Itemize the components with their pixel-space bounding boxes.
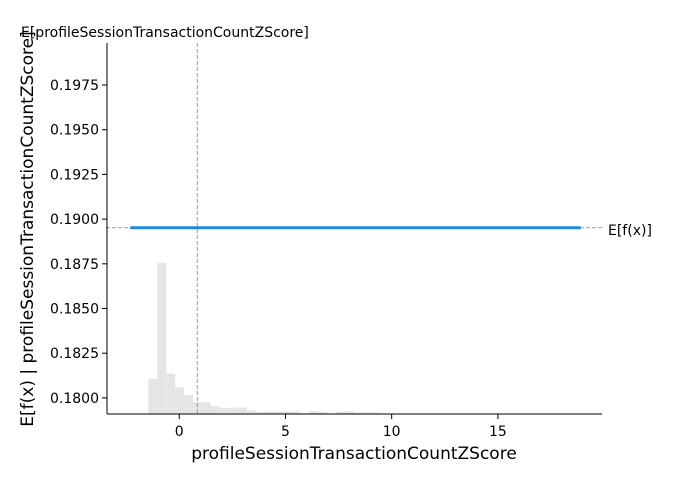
y-tick-label: 0.1825 — [50, 346, 99, 362]
y-ticks: 0.1800 0.1825 0.1850 0.1875 0.1900 0.1925 0.19… — [50, 78, 107, 407]
x-axis-label: profileSessionTransactionCountZScore — [191, 444, 517, 464]
histogram-bar — [353, 412, 363, 414]
histogram-bar — [282, 411, 292, 414]
y-tick-label: 0.1900 — [50, 212, 99, 228]
axes — [106, 43, 602, 415]
histogram-bar — [317, 412, 327, 414]
histogram-bar — [219, 407, 229, 414]
histogram-bar — [264, 411, 274, 414]
histogram-bar — [246, 410, 256, 414]
histogram-bar — [201, 402, 211, 414]
histogram — [148, 262, 381, 414]
y-tick-label: 0.1850 — [50, 302, 99, 318]
histogram-bar — [255, 411, 265, 414]
histogram-bar — [237, 407, 247, 414]
histogram-bar — [335, 411, 345, 414]
y-tick-label: 0.1925 — [50, 167, 99, 183]
x-ticks: 0 5 10 15 — [175, 414, 507, 440]
y-tick-label: 0.1950 — [50, 123, 99, 139]
x-tick-label: 5 — [281, 424, 290, 440]
histogram-bar — [344, 411, 354, 414]
y-axis-label: E[f(x) | profileSessionTransactionCountZ… — [18, 31, 38, 426]
expected-value-label: E[f(x)] — [608, 223, 652, 239]
histogram-bar — [175, 387, 185, 414]
histogram-bar — [184, 395, 194, 414]
histogram-bar — [193, 402, 202, 414]
x-tick-label: 0 — [175, 424, 184, 440]
histogram-bar — [371, 412, 381, 414]
histogram-bar — [210, 406, 220, 414]
histogram-bar — [309, 411, 318, 414]
histogram-bar — [157, 262, 167, 414]
histogram-bar — [362, 412, 372, 414]
histogram-bar — [166, 373, 176, 414]
histogram-bar — [228, 407, 238, 414]
mean-feature-label: E[profileSessionTransactionCountZScore] — [21, 25, 309, 41]
y-tick-label: 0.1975 — [50, 78, 99, 94]
histogram-bar — [148, 378, 158, 414]
y-tick-label: 0.1800 — [50, 391, 99, 407]
x-tick-label: 15 — [489, 424, 507, 440]
x-tick-label: 10 — [383, 424, 401, 440]
y-tick-label: 0.1875 — [50, 257, 99, 273]
histogram-bar — [291, 411, 301, 414]
histogram-bar — [273, 411, 283, 414]
